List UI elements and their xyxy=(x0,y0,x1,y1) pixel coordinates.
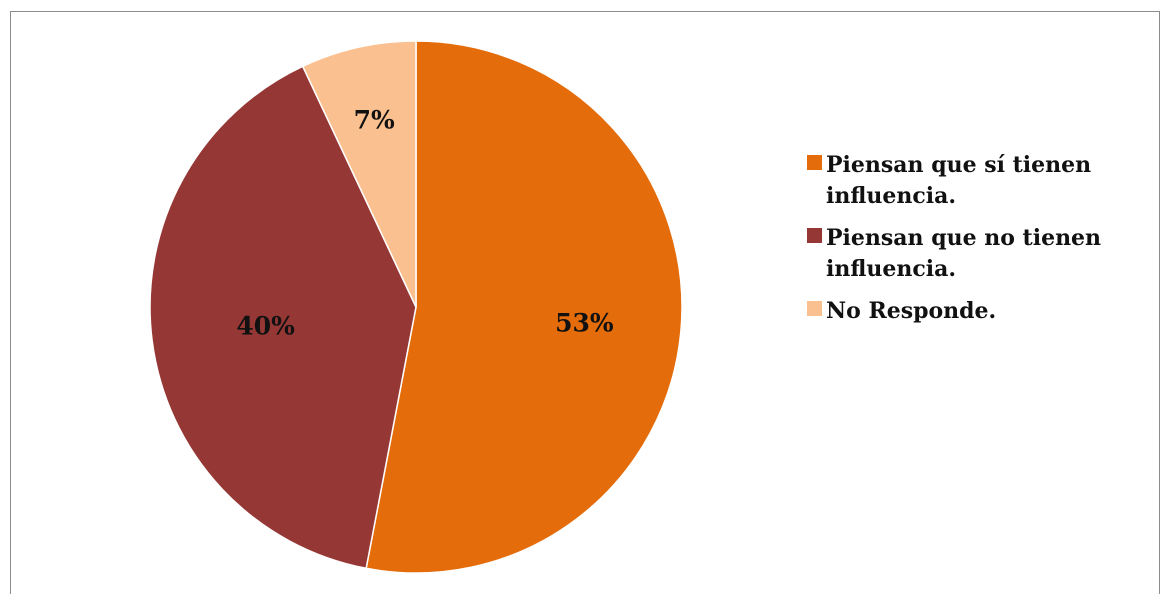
legend-swatch xyxy=(807,301,822,316)
pie-slice xyxy=(149,65,417,570)
chart-frame: 53% 40% 7% Piensan que sí tienen influenci… xyxy=(10,11,1160,594)
legend-item: Piensan que no tienen influencia. xyxy=(807,223,1157,285)
legend-label: Piensan que sí tienen influencia. xyxy=(826,152,1092,209)
legend-label: Piensan que no tienen influencia. xyxy=(826,225,1102,282)
slice-data-label: 7% xyxy=(354,106,395,135)
legend-label: No Responde. xyxy=(826,298,997,324)
pie-slice xyxy=(365,40,683,574)
slice-data-label: 53% xyxy=(555,308,614,337)
pie-slice xyxy=(301,40,417,308)
legend-swatch xyxy=(807,155,822,170)
pie-chart: 53% 40% 7% xyxy=(149,40,683,574)
legend: Piensan que sí tienen influencia. Piensa… xyxy=(807,150,1157,338)
slice-data-label: 40% xyxy=(236,312,295,341)
legend-swatch xyxy=(807,228,822,243)
legend-item: No Responde. xyxy=(807,296,1157,327)
legend-item: Piensan que sí tienen influencia. xyxy=(807,150,1157,212)
